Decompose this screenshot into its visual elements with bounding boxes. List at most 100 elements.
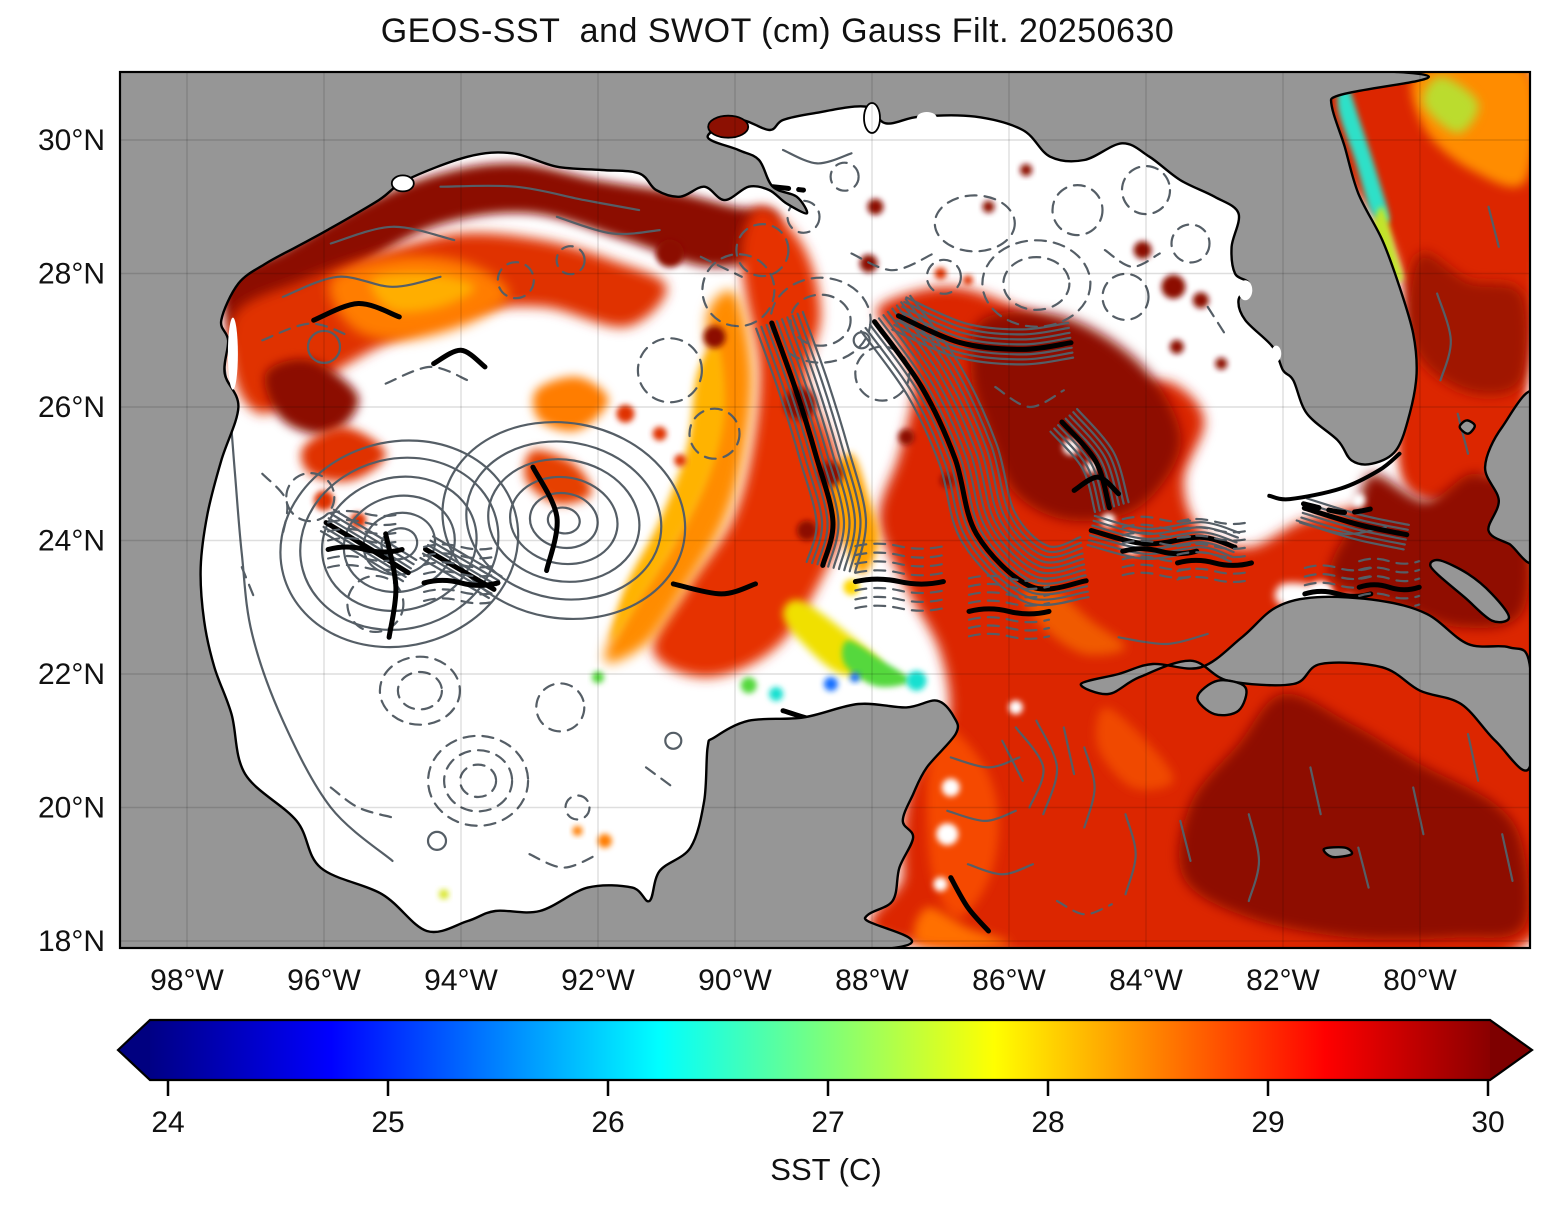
contour-fan-line — [1093, 514, 1241, 534]
sst-speckle — [438, 889, 449, 900]
contour-line — [1083, 746, 1096, 829]
contour-eddy-ring — [426, 830, 448, 852]
waterbody-pensacola-bay — [916, 112, 937, 124]
contour-fan-line — [760, 325, 824, 565]
contour-eddy-ring — [496, 261, 535, 300]
waterbody-tampa-bay — [1238, 280, 1253, 301]
swot-swath-rung — [422, 543, 500, 551]
contour-line — [1035, 719, 1059, 816]
landmass-jamaica — [1533, 898, 1555, 948]
contour-line — [311, 301, 402, 323]
contour-eddy-ring — [664, 731, 683, 750]
swot-swath-rung — [966, 606, 1052, 617]
sst-speckle — [1133, 241, 1152, 260]
contour-eddy-ring — [829, 161, 860, 192]
contour-line — [1014, 726, 1045, 809]
x-tick-label: 84°W — [1109, 964, 1183, 997]
sst-speckle — [592, 671, 604, 684]
contour-line — [555, 215, 661, 236]
contour-fan-line — [1087, 539, 1234, 558]
contour-eddy-ring — [789, 293, 852, 347]
contour-line — [1062, 726, 1076, 776]
contour-eddy-ring — [564, 794, 591, 821]
contour-eddy-ring — [299, 456, 500, 631]
contour-fan-line — [1088, 528, 1238, 550]
sst-speckle — [655, 239, 684, 268]
contour-line — [281, 275, 442, 298]
sst-speckle — [867, 198, 884, 215]
contour-fan-line — [327, 517, 412, 570]
sst-speckle — [1169, 339, 1184, 354]
sst-speckle — [934, 267, 947, 280]
contour-line — [1001, 739, 1024, 782]
swot-swath-rung — [327, 518, 404, 527]
waterbody-lake-pontchartrain — [707, 114, 750, 139]
x-tick-label: 94°W — [424, 964, 498, 997]
sst-speckle — [796, 520, 817, 541]
axis-labels: 30°N 28°N 26°N 24°N 22°N 20°N 18°N 98°W 96°W 94°W… — [38, 124, 1458, 997]
contour-fan-line — [895, 304, 1084, 564]
contour-line — [670, 581, 758, 597]
contour-line — [946, 809, 1017, 822]
colorbar-tick-label: 29 — [1251, 1106, 1284, 1139]
contour-fan-line — [901, 305, 1071, 341]
contour-line — [329, 786, 394, 819]
contour-fan-line — [886, 310, 1086, 575]
contour-fan-line — [1076, 407, 1130, 504]
contour-line — [1179, 819, 1192, 862]
swot-swath-rung — [1358, 592, 1421, 600]
swot-swath-rung — [327, 536, 404, 545]
contour-fan-line — [1049, 430, 1097, 514]
sst-patch — [1371, 206, 1404, 282]
contour-line — [240, 566, 257, 602]
sst-speckle — [849, 672, 860, 683]
contour-eddy-ring — [555, 245, 586, 276]
swot-swath-rung — [422, 552, 500, 560]
contour-line — [1466, 733, 1480, 782]
contour-eddy-ring — [1002, 256, 1071, 312]
contour-fan-line — [1300, 516, 1406, 546]
sst-speckle — [1252, 466, 1266, 481]
y-tick-label: 28°N — [38, 258, 105, 291]
contour-fan-line — [891, 328, 1075, 366]
contour-line — [994, 385, 1065, 409]
contour-eddy-ring — [508, 475, 619, 566]
waterbody-mobile-bay — [863, 102, 881, 134]
swot-swath-rung — [967, 599, 1051, 607]
contour-line — [1124, 813, 1137, 896]
contour-fan-line — [755, 327, 818, 563]
contour-line — [699, 255, 743, 278]
sst-speckle — [1020, 164, 1033, 176]
swot-swath-rung — [854, 551, 945, 559]
sst-speckle — [740, 677, 757, 694]
contour-fan-line — [895, 319, 1073, 356]
contour-fan-line — [775, 320, 840, 568]
contour-fan-line — [1057, 424, 1106, 511]
contour-line — [384, 365, 469, 385]
contour-line — [966, 863, 1035, 876]
sst-speckle — [572, 825, 583, 836]
sst-patch — [611, 345, 726, 641]
contour-line — [1487, 205, 1500, 248]
colorbar: 24 25 26 27 28 29 30 — [116, 1018, 1534, 1139]
contour-eddy-ring — [1051, 184, 1104, 237]
contour-line — [439, 184, 641, 212]
swot-swath-rung — [422, 597, 500, 605]
contour-line — [431, 347, 488, 370]
swot-swath-rung — [854, 569, 945, 577]
contour-line — [644, 766, 675, 789]
plot-frame — [118, 70, 1532, 950]
contour-fan-line — [769, 320, 836, 568]
sst-speckle — [898, 429, 915, 445]
contour-eddy-ring — [465, 440, 663, 601]
map-content — [120, 72, 1555, 948]
figure-title: GEOS-SST and SWOT (cm) Gauss Filt. 20250… — [380, 12, 1175, 50]
contour-line — [1456, 412, 1470, 455]
contour-fan-line — [791, 314, 857, 572]
contour-eddy-ring — [1170, 223, 1211, 264]
contour-eddy-ring — [342, 494, 456, 594]
contour-fan-line — [905, 296, 1070, 331]
contour-line — [530, 464, 560, 573]
contour-line — [329, 225, 456, 245]
contour-line — [1436, 292, 1452, 382]
